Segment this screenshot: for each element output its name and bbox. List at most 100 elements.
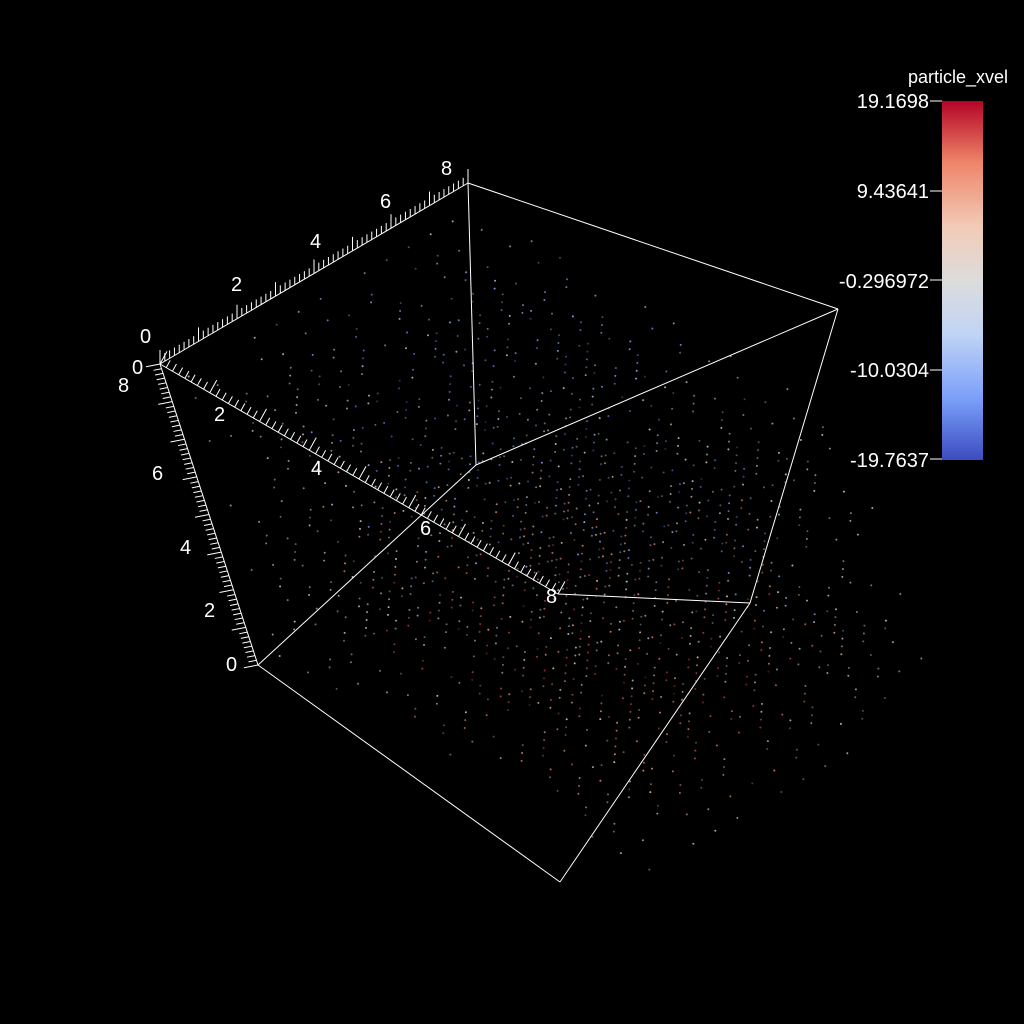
particle — [479, 684, 482, 687]
particle — [535, 424, 537, 427]
particle — [443, 646, 446, 649]
particle — [508, 569, 510, 572]
particle — [607, 476, 610, 479]
particle — [535, 486, 538, 489]
particle — [477, 337, 480, 340]
particle — [529, 696, 532, 699]
particle — [639, 631, 642, 634]
particle — [634, 455, 637, 458]
axis-tick — [174, 434, 184, 437]
particle — [586, 728, 588, 731]
particle — [861, 709, 864, 712]
particle — [623, 542, 626, 545]
particle — [510, 538, 513, 541]
particle — [520, 759, 523, 762]
particle — [446, 545, 449, 548]
particle — [324, 482, 327, 485]
axis-tick — [395, 493, 401, 501]
particle — [687, 658, 690, 661]
particle — [565, 594, 568, 597]
particle — [424, 435, 427, 438]
particle — [520, 520, 523, 523]
particle — [420, 304, 423, 307]
particle — [618, 566, 621, 569]
particle — [587, 643, 590, 646]
axis-tick — [321, 449, 327, 458]
axis-tick — [219, 570, 228, 574]
particle — [581, 544, 584, 547]
particle — [525, 434, 528, 437]
particle — [643, 753, 646, 756]
axis-tick — [159, 351, 168, 365]
particle — [763, 609, 766, 612]
particle — [703, 616, 706, 619]
particle — [455, 350, 458, 353]
particle — [528, 703, 531, 706]
particle — [642, 761, 645, 764]
particle — [595, 587, 598, 590]
axis-tick — [302, 439, 308, 447]
particle — [526, 418, 529, 421]
particle — [683, 543, 685, 546]
particle — [496, 626, 498, 629]
particle — [279, 577, 282, 580]
particle — [585, 806, 587, 809]
axis-tick — [231, 608, 240, 611]
particle — [329, 658, 332, 661]
particle — [423, 504, 426, 507]
particle — [750, 427, 752, 430]
particle — [594, 294, 597, 297]
particle — [593, 433, 596, 436]
particle — [697, 517, 700, 520]
axis-tick — [158, 382, 167, 385]
particle — [678, 791, 681, 794]
particle — [603, 531, 606, 534]
particle — [585, 489, 588, 492]
particle — [271, 633, 274, 636]
particle — [402, 509, 405, 512]
axis-tick — [358, 466, 367, 480]
axis-tick — [246, 655, 256, 658]
particle — [281, 422, 284, 425]
particle — [740, 507, 743, 510]
particle — [415, 499, 418, 502]
particle — [478, 692, 481, 695]
particle — [434, 417, 437, 420]
particle — [564, 672, 567, 675]
particle — [410, 577, 413, 580]
particle — [631, 617, 634, 620]
axis-tick — [451, 525, 457, 534]
particle — [757, 449, 759, 452]
particle — [388, 466, 391, 469]
particle — [461, 519, 463, 522]
particle — [509, 484, 512, 487]
axis-tick — [259, 408, 267, 422]
particle — [792, 417, 795, 420]
particle — [627, 557, 630, 559]
particle — [705, 592, 708, 595]
particle — [367, 533, 370, 536]
axis-tick — [190, 374, 196, 383]
particle — [272, 563, 275, 566]
particle — [753, 689, 756, 692]
particle — [618, 628, 621, 631]
particle — [381, 576, 384, 579]
particle — [621, 697, 624, 700]
particle — [507, 338, 509, 341]
particle — [448, 460, 451, 463]
particle — [442, 732, 445, 735]
particle — [849, 519, 852, 522]
particle — [643, 692, 646, 695]
axis-tick — [196, 499, 205, 503]
particle — [665, 671, 668, 674]
particle — [650, 536, 652, 539]
particle — [685, 381, 688, 384]
particle — [724, 619, 727, 621]
particle — [388, 590, 391, 593]
particle — [692, 410, 694, 413]
particle — [555, 496, 558, 499]
particle — [301, 441, 304, 444]
axis-tick — [243, 664, 259, 669]
particle — [656, 434, 659, 437]
